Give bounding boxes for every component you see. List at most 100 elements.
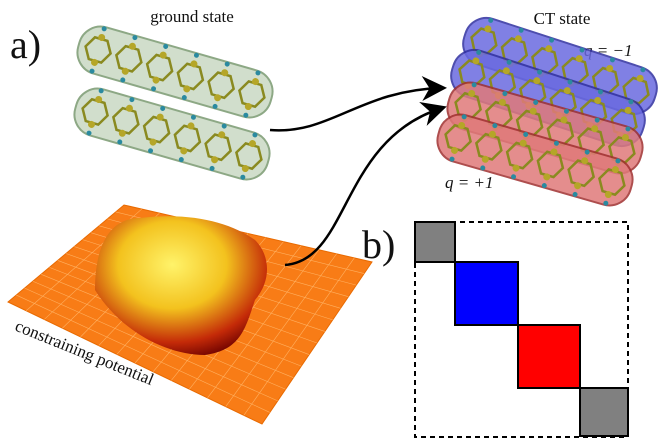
hydrogen bbox=[148, 148, 154, 154]
potential-surface: constraining potential bbox=[7, 204, 373, 425]
atom bbox=[468, 89, 476, 97]
ring bbox=[622, 76, 650, 105]
atom bbox=[604, 191, 612, 199]
atom bbox=[180, 147, 188, 155]
atom bbox=[514, 35, 522, 43]
hydrogen bbox=[480, 165, 486, 171]
atom bbox=[606, 64, 614, 72]
hydrogen bbox=[120, 77, 126, 83]
block-gray bbox=[579, 387, 629, 437]
grid-line bbox=[207, 249, 320, 399]
hydrogen bbox=[449, 156, 455, 162]
hydrogen bbox=[240, 174, 246, 180]
hydrogen bbox=[579, 47, 585, 53]
ring bbox=[173, 124, 202, 153]
molecule bbox=[73, 87, 271, 181]
hydrogen bbox=[255, 70, 261, 76]
arrow bbox=[269, 76, 447, 132]
ring bbox=[176, 62, 205, 91]
hydrogen bbox=[163, 43, 169, 49]
atom bbox=[560, 116, 568, 124]
hydrogen bbox=[609, 57, 615, 63]
hydrogen bbox=[101, 26, 107, 32]
ring bbox=[444, 123, 472, 153]
atom bbox=[128, 42, 136, 50]
atom bbox=[498, 98, 506, 106]
ring bbox=[84, 35, 112, 65]
hydrogen bbox=[476, 49, 482, 55]
atom bbox=[611, 166, 619, 174]
hydrogen bbox=[640, 67, 646, 73]
hydrogen bbox=[178, 157, 184, 163]
hydrogen bbox=[533, 99, 539, 105]
hydrogen bbox=[628, 99, 634, 105]
hydrogen bbox=[603, 200, 609, 206]
atom bbox=[156, 113, 164, 121]
atom bbox=[211, 156, 219, 164]
atom bbox=[118, 129, 126, 137]
atom bbox=[95, 95, 103, 103]
ring bbox=[114, 44, 143, 73]
atom bbox=[121, 67, 129, 75]
atom bbox=[251, 78, 259, 86]
hydrogen bbox=[151, 86, 157, 92]
atom bbox=[451, 146, 459, 154]
atom bbox=[218, 131, 226, 139]
atom bbox=[529, 107, 537, 115]
hydrogen bbox=[132, 35, 138, 41]
hydrogen bbox=[549, 37, 555, 43]
ring bbox=[207, 71, 236, 100]
ring bbox=[598, 167, 626, 197]
hydrogen bbox=[537, 69, 543, 75]
hydrogen bbox=[117, 139, 123, 145]
caption: CT state bbox=[534, 9, 591, 28]
atom bbox=[575, 55, 583, 63]
atom bbox=[621, 134, 629, 142]
hydrogen bbox=[502, 91, 508, 97]
grid-line bbox=[225, 253, 337, 407]
matrix-frame bbox=[414, 221, 629, 438]
grid-line bbox=[243, 257, 355, 416]
ring bbox=[145, 53, 174, 82]
atom bbox=[481, 155, 489, 163]
hydrogen bbox=[594, 117, 600, 123]
ring bbox=[204, 133, 233, 162]
atom bbox=[594, 96, 602, 104]
hydrogen bbox=[190, 114, 196, 120]
hydrogen bbox=[625, 126, 631, 132]
block-blue bbox=[454, 261, 519, 326]
atom bbox=[591, 125, 599, 133]
density-surface bbox=[76, 25, 274, 119]
hydrogen bbox=[86, 130, 92, 136]
hydrogen bbox=[615, 158, 621, 164]
hydrogen bbox=[488, 17, 494, 23]
hydrogen bbox=[541, 183, 547, 189]
atom bbox=[624, 106, 632, 114]
atom bbox=[88, 120, 96, 128]
hydrogen bbox=[511, 174, 517, 180]
atom bbox=[636, 74, 644, 82]
block-gray bbox=[414, 221, 456, 263]
hydrogen bbox=[209, 165, 215, 171]
atom bbox=[543, 173, 551, 181]
atom bbox=[574, 182, 582, 190]
ring bbox=[474, 132, 503, 161]
hydrogen bbox=[553, 140, 559, 146]
atom bbox=[190, 60, 198, 68]
atom bbox=[221, 69, 229, 77]
molecule bbox=[76, 25, 274, 119]
caption: ground state bbox=[150, 7, 234, 26]
ring bbox=[142, 115, 171, 144]
hydrogen bbox=[572, 191, 578, 197]
hydrogen bbox=[193, 52, 199, 58]
hydrogen bbox=[597, 89, 603, 95]
atom bbox=[484, 25, 492, 33]
hydrogen bbox=[567, 79, 573, 85]
hydrogen bbox=[129, 97, 135, 103]
ring bbox=[536, 150, 565, 179]
atom bbox=[458, 121, 466, 129]
molecule bbox=[436, 113, 634, 207]
atom bbox=[98, 33, 106, 41]
hydrogen bbox=[160, 105, 166, 111]
